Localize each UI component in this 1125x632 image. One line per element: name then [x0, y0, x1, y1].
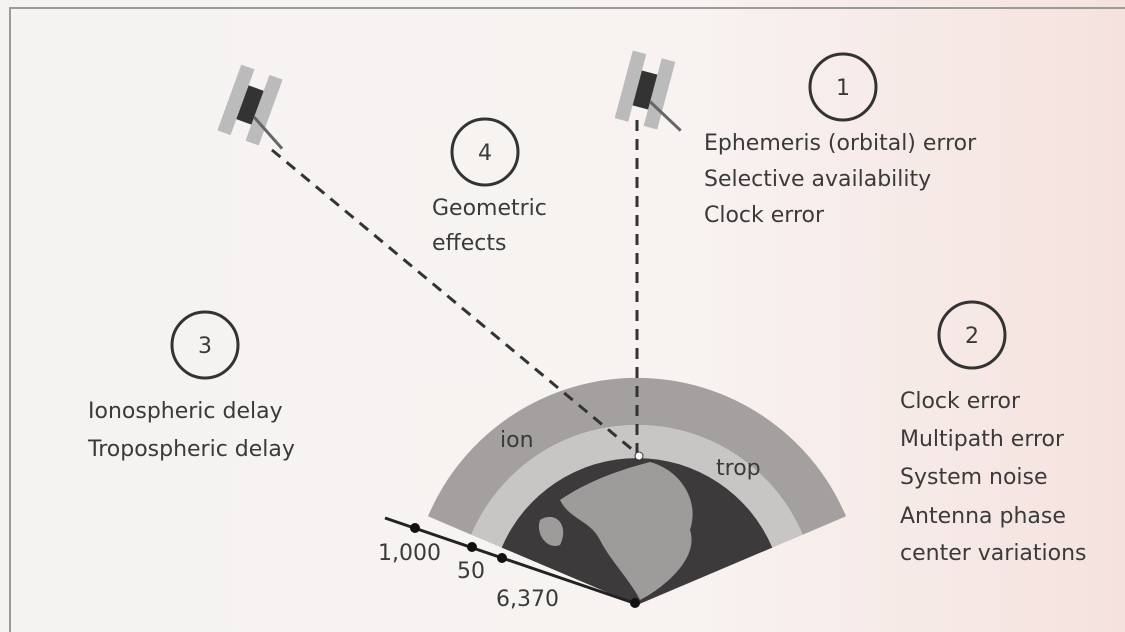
error-item: center variations	[900, 541, 1087, 566]
error-item: Geometric	[432, 196, 547, 221]
troposphere-band	[471, 425, 803, 548]
satellite	[217, 64, 284, 150]
group-number: 2	[965, 324, 979, 349]
scale-label: 50	[457, 559, 485, 584]
number-circle	[937, 300, 1007, 370]
error-item: Tropospheric delay	[87, 437, 295, 462]
scale-label: 1,000	[378, 541, 441, 566]
scale-dot	[467, 542, 477, 552]
signal-path	[271, 148, 641, 458]
scale-dot	[630, 598, 640, 608]
error-item: Clock error	[900, 389, 1021, 414]
group-number: 4	[478, 141, 492, 166]
satellite	[614, 50, 682, 132]
scale-dot	[410, 523, 420, 533]
receiver	[634, 451, 644, 461]
scale-line	[384, 516, 638, 606]
group-number: 1	[836, 76, 850, 101]
continent	[560, 462, 693, 600]
error-item: Clock error	[704, 203, 825, 228]
layer-label: ion	[500, 428, 534, 453]
error-item: effects	[432, 231, 506, 256]
scale-label: 6,370	[496, 587, 559, 612]
continent	[538, 516, 564, 546]
error-item: Selective availability	[704, 167, 931, 192]
error-item: System noise	[900, 465, 1048, 490]
error-item: Antenna phase	[900, 504, 1066, 529]
frame	[9, 7, 1125, 632]
number-circle	[170, 310, 240, 380]
group-number: 3	[198, 334, 212, 359]
error-item: Multipath error	[900, 427, 1065, 452]
number-circle	[450, 117, 520, 187]
error-item: Ephemeris (orbital) error	[704, 131, 977, 156]
scale-dot	[497, 553, 507, 563]
error-item: Ionospheric delay	[88, 399, 283, 424]
ionosphere-band	[428, 377, 846, 535]
layer-label: trop	[716, 456, 761, 481]
number-circle	[808, 52, 878, 122]
